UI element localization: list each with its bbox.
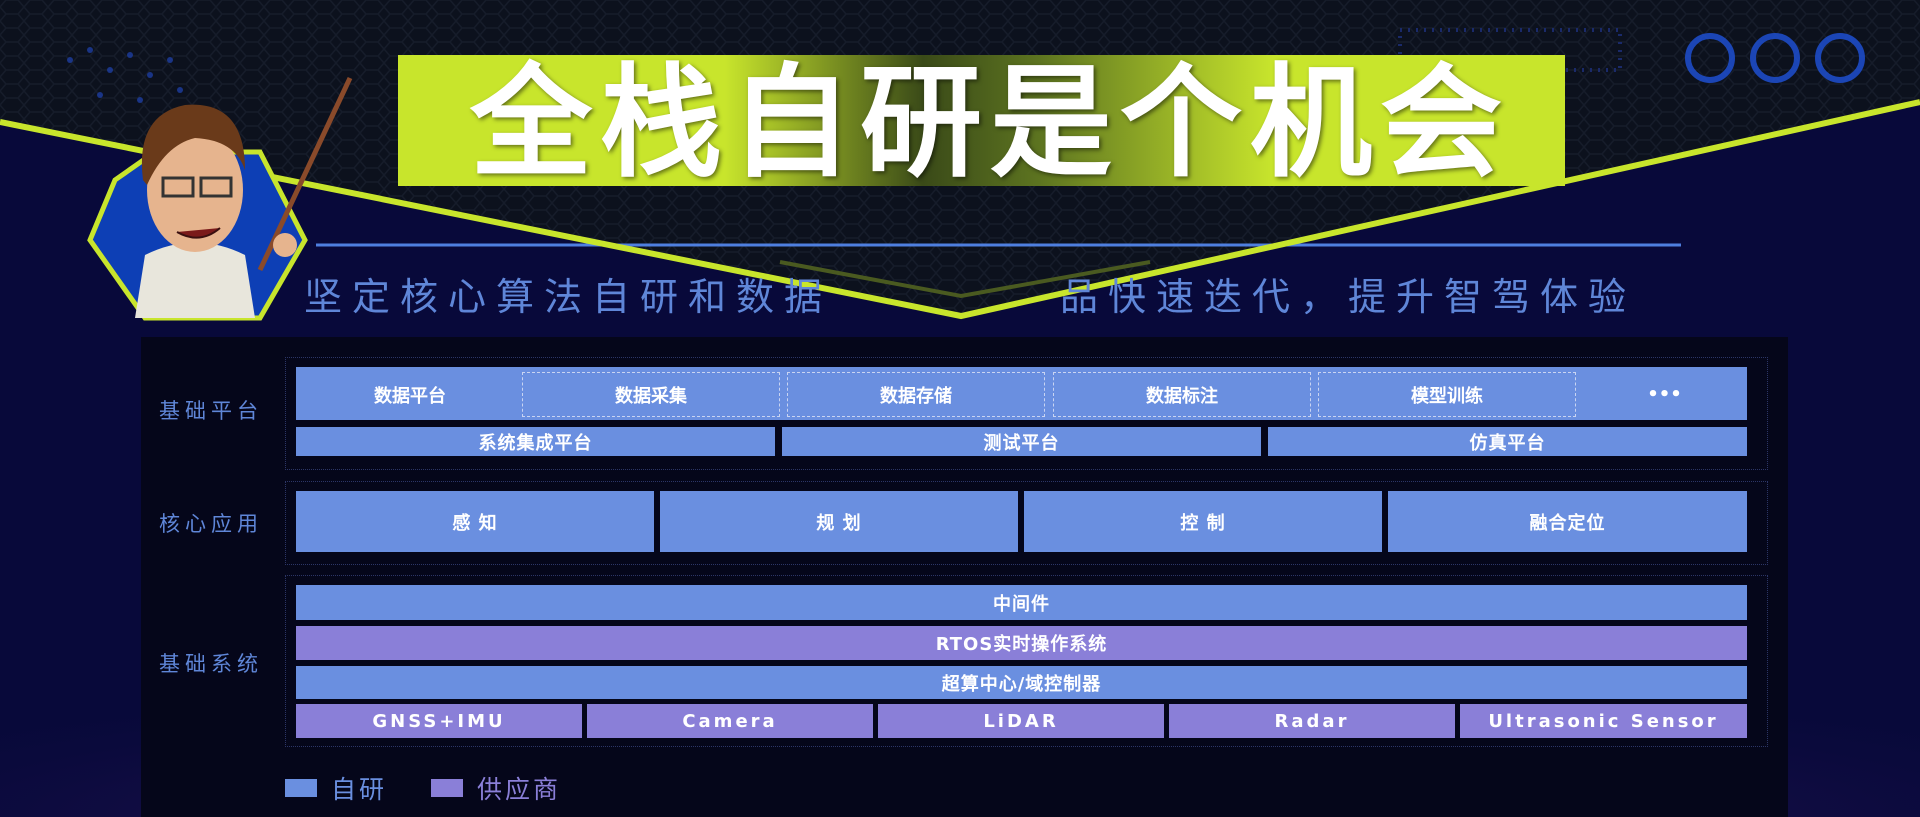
- cell-control: 控 制: [1024, 491, 1382, 552]
- cell-data-storage: 数据存储: [787, 372, 1045, 417]
- cell-data-labeling: 数据标注: [1053, 372, 1311, 417]
- cell-rtos: RTOS实时操作系统: [296, 626, 1747, 660]
- cell-ultrasonic-sensor: Ultrasonic Sensor: [1460, 704, 1747, 738]
- cell-data-platform: 数据平台: [374, 385, 446, 407]
- inner-v-line: [779, 260, 1151, 299]
- decor-circles-right: [1685, 33, 1865, 83]
- cell-planning: 规 划: [660, 491, 1018, 552]
- cell-camera: Camera: [587, 704, 873, 738]
- legend-label: 自研: [331, 775, 388, 804]
- legend-swatch-purple: [431, 779, 463, 797]
- page-title: 全栈自研是个机会: [470, 52, 1510, 194]
- cell-model-training: 模型训练: [1318, 372, 1576, 417]
- group-label-core: 核心应用: [159, 512, 263, 536]
- legend-supplier: 供应商: [431, 770, 561, 806]
- legend-self-developed: 自研: [285, 770, 387, 806]
- platform-bar: [296, 367, 1747, 420]
- cell-compute-controller: 超算中心/域控制器: [296, 666, 1747, 699]
- cell-simulation-platform: 仿真平台: [1268, 427, 1747, 456]
- cell-data-collection: 数据采集: [522, 372, 780, 417]
- group-core: [285, 481, 1768, 565]
- cell-radar: Radar: [1169, 704, 1455, 738]
- cell-system-integration: 系统集成平台: [296, 427, 775, 456]
- more-ellipsis: •••: [1647, 384, 1682, 405]
- title-banner: [398, 55, 1565, 186]
- group-label-system: 基础系统: [159, 652, 263, 676]
- cell-middleware: 中间件: [296, 585, 1747, 620]
- cell-fusion-localization: 融合定位: [1388, 491, 1747, 552]
- presenter-avatar: [87, 76, 353, 321]
- accent-v-line: [0, 99, 1920, 320]
- group-platform: [285, 357, 1768, 470]
- group-label-platform: 基础平台: [159, 399, 263, 423]
- subtitle-left: 坚定核心算法自研和数据: [304, 275, 833, 319]
- cell-test-platform: 测试平台: [782, 427, 1261, 456]
- cell-lidar: LiDAR: [878, 704, 1164, 738]
- cell-gnss-imu: GNSS+IMU: [296, 704, 582, 738]
- cell-perception: 感 知: [296, 491, 654, 552]
- group-system: [285, 575, 1768, 747]
- legend-label: 供应商: [477, 775, 562, 804]
- legend-swatch-blue: [285, 779, 317, 797]
- subtitle-right: 品快速迭代，提升智驾体验: [1060, 275, 1637, 319]
- decor-dots-left: [67, 47, 183, 103]
